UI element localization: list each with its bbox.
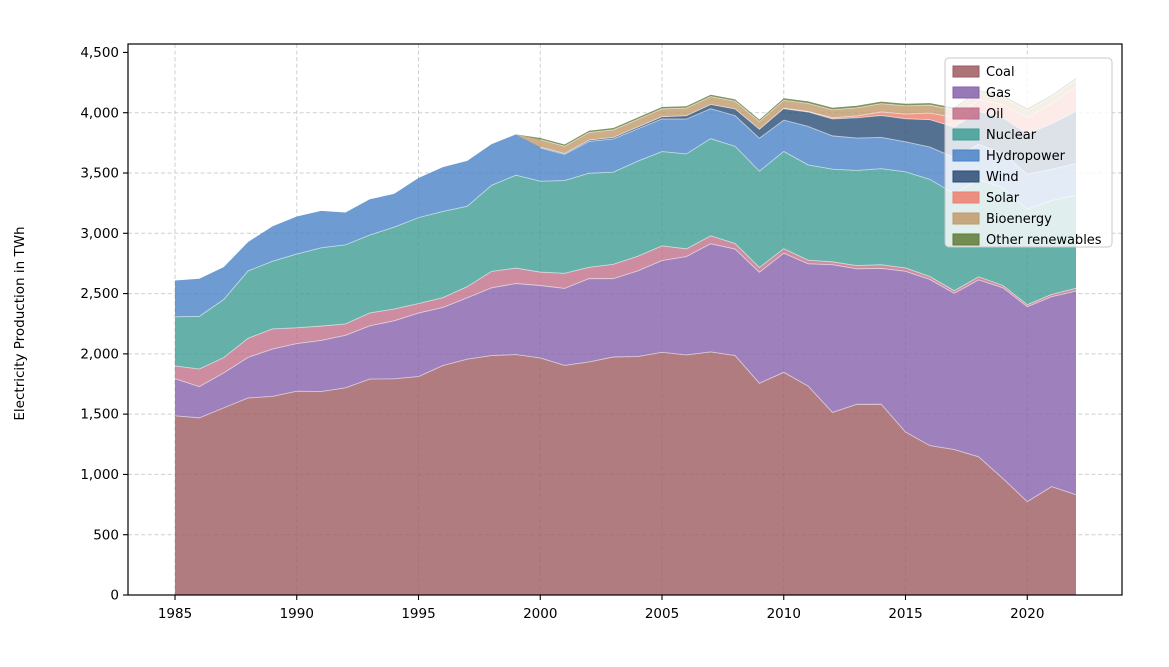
legend-item-nuclear: Nuclear	[952, 128, 1037, 143]
legend-item-oil: Oil	[952, 107, 1003, 122]
y-tick-label: 4,000	[80, 105, 119, 121]
y-tick-label: 4,500	[80, 45, 119, 61]
legend-label-nuclear: Nuclear	[986, 128, 1037, 143]
x-tick-label: 2005	[645, 606, 679, 622]
y-tick-label: 500	[93, 527, 119, 543]
legend-item-solar: Solar	[952, 191, 1020, 206]
y-tick-label: 3,500	[80, 166, 119, 182]
y-tick-label: 0	[110, 588, 119, 604]
x-tick-label: 2015	[888, 606, 922, 622]
y-tick-label: 2,000	[80, 346, 119, 362]
layer-seam	[174, 138, 1077, 318]
legend-label-hydropower: Hydropower	[986, 149, 1066, 164]
x-tick-label: 2010	[767, 606, 801, 622]
legend: Coal Gas Oil Nuclear Hydropower Wind Solar Bioe…	[944, 57, 1113, 248]
legend-item-hydropower: Hydropower	[952, 149, 1066, 164]
layer-seam	[174, 351, 1077, 503]
layer-seam	[174, 243, 1077, 388]
legend-item-wind: Wind	[952, 170, 1019, 185]
area-layer	[174, 77, 1077, 595]
x-tick-label: 1995	[401, 606, 435, 622]
y-tick-label: 1,500	[80, 407, 119, 423]
legend-swatch-hydropower	[952, 149, 980, 162]
legend-label-wind: Wind	[986, 170, 1019, 185]
legend-item-coal: Coal	[952, 65, 1015, 80]
legend-label-bioenergy: Bioenergy	[986, 212, 1052, 227]
x-tick-label: 2020	[1010, 606, 1044, 622]
y-tick-label: 1,000	[80, 467, 119, 483]
legend-label-coal: Coal	[986, 65, 1015, 80]
legend-swatch-bioenergy	[952, 212, 980, 225]
area-oil	[175, 235, 1076, 387]
legend-label-solar: Solar	[986, 191, 1020, 206]
axis-ticks: 0 500 1,000 1,500 2,000 2,500 3,000 3,500 4,000 4…	[80, 45, 1044, 622]
area-nuclear	[175, 138, 1076, 370]
y-axis-label: Electricity Production in TWh	[12, 226, 28, 420]
legend-box	[944, 57, 1113, 248]
y-tick-label: 3,000	[80, 226, 119, 242]
legend-label-other-renewables: Other renewables	[986, 233, 1102, 248]
legend-swatch-oil	[952, 107, 980, 120]
legend-label-oil: Oil	[986, 107, 1003, 122]
y-tick-label: 2,500	[80, 286, 119, 302]
legend-swatch-gas	[952, 86, 980, 99]
legend-swatch-other-renewables	[952, 233, 980, 246]
legend-item-bioenergy: Bioenergy	[952, 212, 1052, 227]
legend-label-gas: Gas	[986, 86, 1011, 101]
legend-swatch-nuclear	[952, 128, 980, 141]
x-tick-label: 2000	[523, 606, 557, 622]
plot-frame	[127, 43, 1123, 596]
area-gas	[175, 243, 1076, 502]
legend-item-other-renewables: Other renewables	[952, 233, 1102, 248]
legend-swatch-coal	[952, 65, 980, 78]
x-tick-label: 1985	[158, 606, 192, 622]
layer-seam	[174, 235, 1077, 370]
legend-swatch-solar	[952, 191, 980, 204]
area-coal	[175, 351, 1076, 595]
x-tick-label: 1990	[280, 606, 314, 622]
legend-item-gas: Gas	[952, 86, 1011, 101]
legend-swatch-wind	[952, 170, 980, 183]
area-hydropower	[175, 108, 1076, 317]
plot-border	[127, 43, 1123, 596]
